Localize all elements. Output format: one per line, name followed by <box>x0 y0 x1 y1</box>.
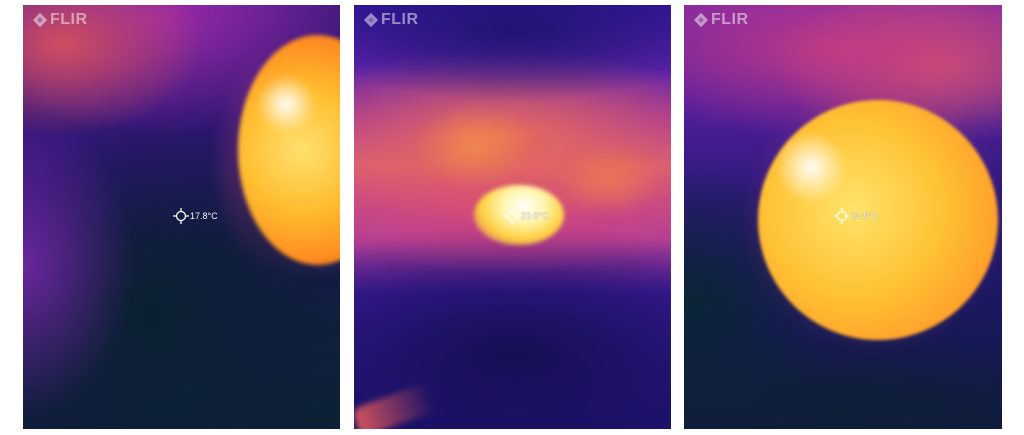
thermal-image-1: FLIR 17.8°C <box>23 5 340 429</box>
crosshair-icon <box>504 208 520 224</box>
spot-temperature: 24.9°C <box>851 210 879 221</box>
spot-temperature: 17.8°C <box>190 210 218 221</box>
crosshair-icon <box>173 208 189 224</box>
warm-area <box>414 105 534 185</box>
flir-logo-icon <box>33 13 47 27</box>
thermal-image-3: FLIR 24.9°C <box>684 5 1002 429</box>
spot-meter: 23.8°C <box>504 208 549 224</box>
warm-area <box>554 145 664 215</box>
crosshair-icon <box>834 208 850 224</box>
flir-logo-text: FLIR <box>50 11 88 28</box>
spot-temperature: 23.8°C <box>521 210 549 221</box>
flir-logo: FLIR <box>694 11 749 29</box>
flir-logo-text: FLIR <box>381 11 419 28</box>
flir-logo: FLIR <box>33 11 88 29</box>
flir-logo-icon <box>364 13 378 27</box>
spot-meter: 17.8°C <box>173 208 218 224</box>
spot-meter: 24.9°C <box>834 208 879 224</box>
thermal-image-2: FLIR 23.8°C <box>354 5 671 429</box>
heat-source <box>758 100 998 340</box>
flir-logo-icon <box>694 13 708 27</box>
heat-source <box>474 185 564 245</box>
flir-logo-text: FLIR <box>711 11 749 28</box>
flir-logo: FLIR <box>364 11 419 29</box>
